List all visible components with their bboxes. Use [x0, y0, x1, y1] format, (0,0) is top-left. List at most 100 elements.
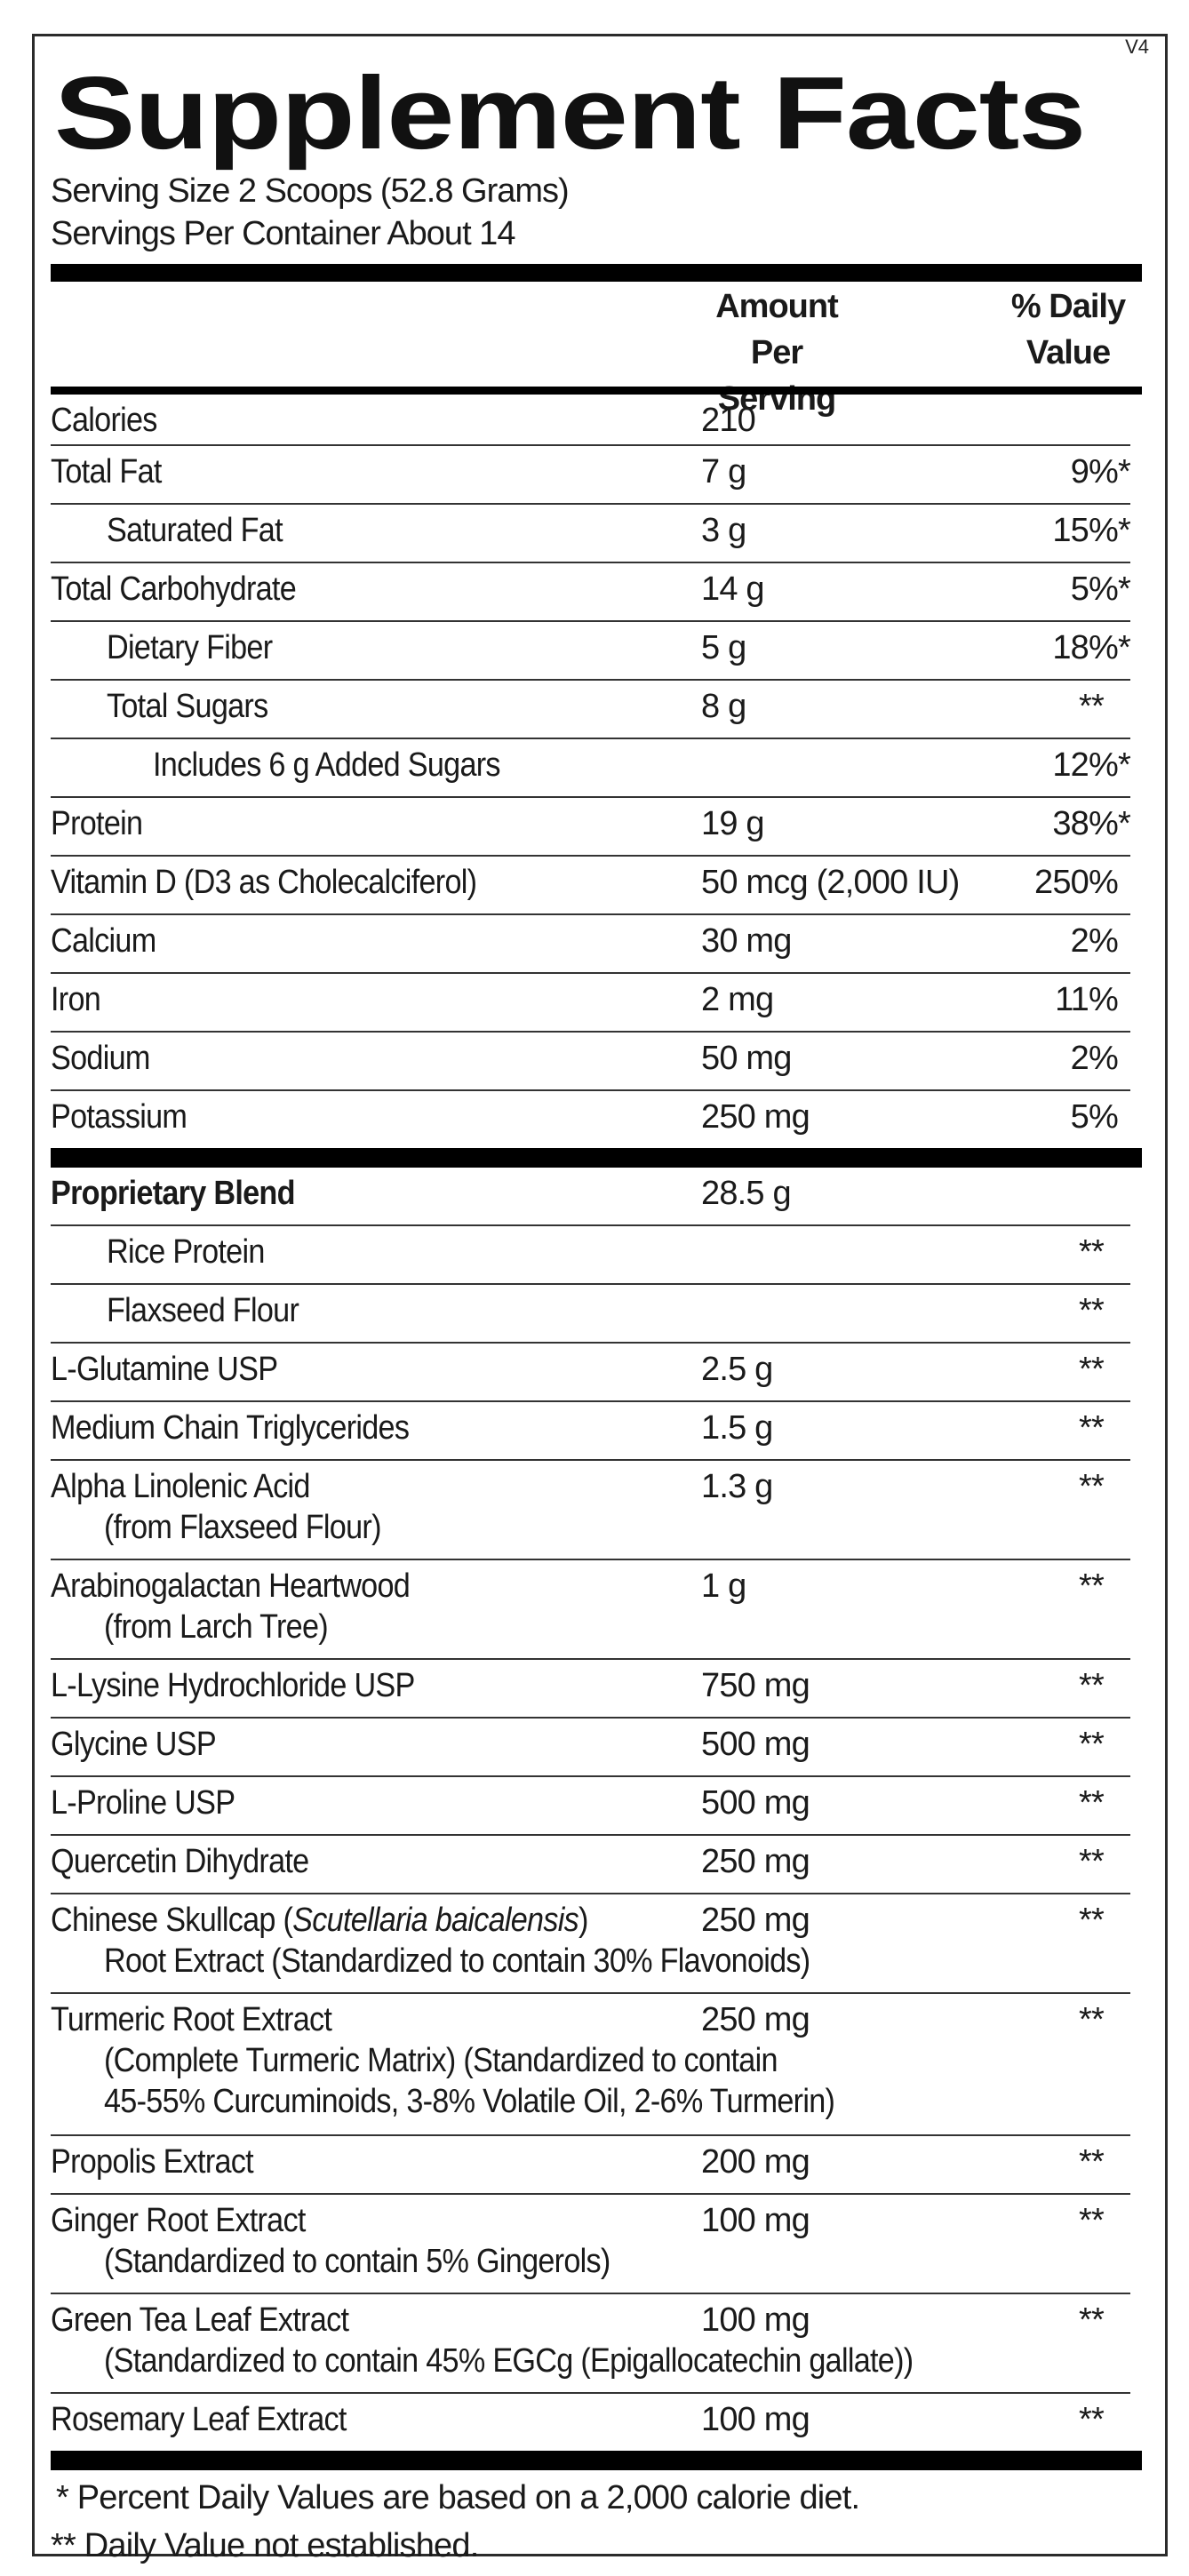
ingredient-name: Rosemary Leaf Extract [51, 2401, 347, 2438]
daily-value: ** [1079, 1351, 1105, 1388]
amount-per-serving: 100 mg [701, 2202, 810, 2239]
blend-row: Flaxseed Flour ** [51, 1285, 1130, 1344]
footnotes: * Percent Daily Values are based on a 2,… [51, 2470, 1142, 2570]
daily-value: 38%* [1052, 805, 1130, 842]
botanical-name: Scutellaria baicalensis [292, 1902, 579, 1939]
ingredient-name: Turmeric Root Extract [51, 2001, 332, 2038]
ingredient-name: L-Glutamine USP [51, 1351, 278, 1388]
ingredient-name: L-Lysine Hydrochloride USP [51, 1667, 415, 1704]
serving-size: Serving Size 2 Scoops (52.8 Grams) [51, 172, 570, 210]
daily-value: ** [1079, 1902, 1105, 1939]
ingredient-name: Calories [51, 402, 157, 439]
ingredient-name: Sodium [51, 1040, 150, 1077]
header-daily-value: % Daily Value [1001, 283, 1135, 376]
daily-value: ** [1079, 2401, 1105, 2438]
blend-row: Medium Chain Triglycerides 1.5 g ** [51, 1402, 1130, 1461]
daily-value: ** [1079, 688, 1105, 725]
divider-thick [51, 387, 1142, 395]
ingredient-name: Total Carbohydrate [51, 570, 297, 608]
serving-info: Serving Size 2 Scoops (52.8 Grams) Servi… [51, 170, 570, 255]
supplement-facts-panel: Supplement Facts V4 Serving Size 2 Scoop… [32, 34, 1168, 2564]
ingredient-name: Saturated Fat [107, 512, 283, 549]
ingredient-name: Iron [51, 981, 101, 1018]
amount-per-serving: 1 g [701, 1567, 746, 1605]
ingredient-detail: Root Extract (Standardized to contain 30… [104, 1942, 810, 1980]
blend-row: Proprietary Blend 28.5 g [51, 1168, 1130, 1226]
blend-row: Alpha Linolenic Acid (from Flaxseed Flour… [51, 1461, 1130, 1560]
daily-value: 5%* [1070, 570, 1131, 608]
divider-thick [51, 2451, 1142, 2470]
ingredient-detail: (Standardized to contain 5% Gingerols) [104, 2243, 610, 2280]
ingredient-name: Arabinogalactan Heartwood [51, 1567, 411, 1605]
blend-row: Rice Protein ** [51, 1226, 1130, 1285]
footnote: * Percent Daily Values are based on a 2,… [56, 2479, 860, 2516]
amount-per-serving: 28.5 g [701, 1175, 792, 1212]
servings-per-container: Servings Per Container About 14 [51, 215, 515, 252]
daily-value: ** [1079, 1843, 1105, 1880]
ingredient-name: Total Sugars [107, 688, 268, 725]
daily-value: 15%* [1052, 512, 1130, 549]
amount-per-serving: 250 mg [701, 2001, 810, 2038]
ingredient-name: Includes 6 g Added Sugars [153, 746, 501, 784]
daily-value: ** [1079, 2301, 1105, 2339]
divider-thick [51, 1148, 1142, 1168]
ingredient-name: Protein [51, 805, 143, 842]
ingredient-name: Glycine USP [51, 1726, 217, 1763]
blend-row: L-Lysine Hydrochloride USP 750 mg ** [51, 1660, 1130, 1719]
amount-per-serving: 250 mg [701, 1098, 810, 1136]
header-dv-line2: Value [1025, 334, 1111, 371]
amount-per-serving: 3 g [701, 512, 746, 549]
blend-row: Quercetin Dihydrate 250 mg ** [51, 1836, 1130, 1894]
amount-per-serving: 200 mg [701, 2143, 810, 2181]
ingredient-name: Green Tea Leaf Extract [51, 2301, 349, 2339]
ingredient-detail: 45-55% Curcuminoids, 3-8% Volatile Oil, … [104, 2083, 835, 2120]
facts-table: Calories 210 Total Fat 7 g 9%* Saturated Fat 3… [51, 395, 1142, 2570]
amount-per-serving: 50 mcg (2,000 IU) [701, 864, 960, 901]
ingredient-name: Proprietary Blend [51, 1175, 295, 1212]
version-code: V4 [1125, 36, 1149, 58]
amount-per-serving: 250 mg [701, 1902, 810, 1939]
amount-per-serving: 7 g [701, 453, 746, 490]
daily-value: ** [1079, 1468, 1105, 1505]
ingredient-name: Propolis Extract [51, 2143, 254, 2181]
amount-per-serving: 210 [701, 402, 756, 439]
ingredient-name: Alpha Linolenic Acid [51, 1468, 310, 1505]
ingredient-name: L-Proline USP [51, 1784, 235, 1822]
blend-row: Propolis Extract 200 mg ** [51, 2136, 1130, 2195]
ingredient-detail: (from Larch Tree) [104, 1608, 329, 1646]
daily-value: 2% [1070, 922, 1119, 960]
daily-value: ** [1079, 1784, 1105, 1822]
amount-per-serving: 100 mg [701, 2401, 810, 2438]
amount-per-serving: 250 mg [701, 1843, 810, 1880]
daily-value: 12%* [1052, 746, 1130, 784]
ingredient-name: Calcium [51, 922, 156, 960]
amount-per-serving: 19 g [701, 805, 765, 842]
daily-value: 2% [1070, 1040, 1119, 1077]
daily-value: ** [1079, 1667, 1105, 1704]
daily-value: ** [1079, 1233, 1105, 1271]
blend-row: Chinese Skullcap (Scutellaria baicalensi… [51, 1894, 1130, 1994]
ingredient-detail: (Standardized to contain 45% EGCg (Epiga… [104, 2342, 914, 2380]
nutrient-row: Calcium 30 mg 2% [51, 915, 1130, 974]
daily-value: 5% [1070, 1098, 1119, 1136]
ingredient-name: Chinese Skullcap (Scutellaria baicalensi… [51, 1902, 588, 1939]
ingredient-name: Medium Chain Triglycerides [51, 1409, 410, 1447]
amount-per-serving: 8 g [701, 688, 746, 725]
divider-thick [51, 264, 1142, 282]
ingredient-name: Ginger Root Extract [51, 2202, 306, 2239]
daily-value: 18%* [1052, 629, 1130, 666]
nutrient-row: Total Carbohydrate 14 g 5%* [51, 563, 1131, 622]
daily-value: ** [1079, 2202, 1105, 2239]
amount-per-serving: 500 mg [701, 1784, 810, 1822]
blend-row: Turmeric Root Extract (Complete Turmeric … [51, 1994, 1130, 2136]
footnote: ** Daily Value not established. [51, 2527, 479, 2564]
daily-value: 9%* [1070, 453, 1131, 490]
daily-value: 11% [1055, 981, 1119, 1018]
amount-per-serving: 100 mg [701, 2301, 810, 2339]
blend-row: L-Proline USP 500 mg ** [51, 1777, 1130, 1836]
nutrient-row: Sodium 50 mg 2% [51, 1033, 1130, 1091]
blend-row: Rosemary Leaf Extract 100 mg ** [51, 2394, 1130, 2451]
amount-per-serving: 1.3 g [701, 1468, 773, 1505]
amount-per-serving: 1.5 g [701, 1409, 773, 1447]
ingredient-name: Total Fat [51, 453, 162, 490]
